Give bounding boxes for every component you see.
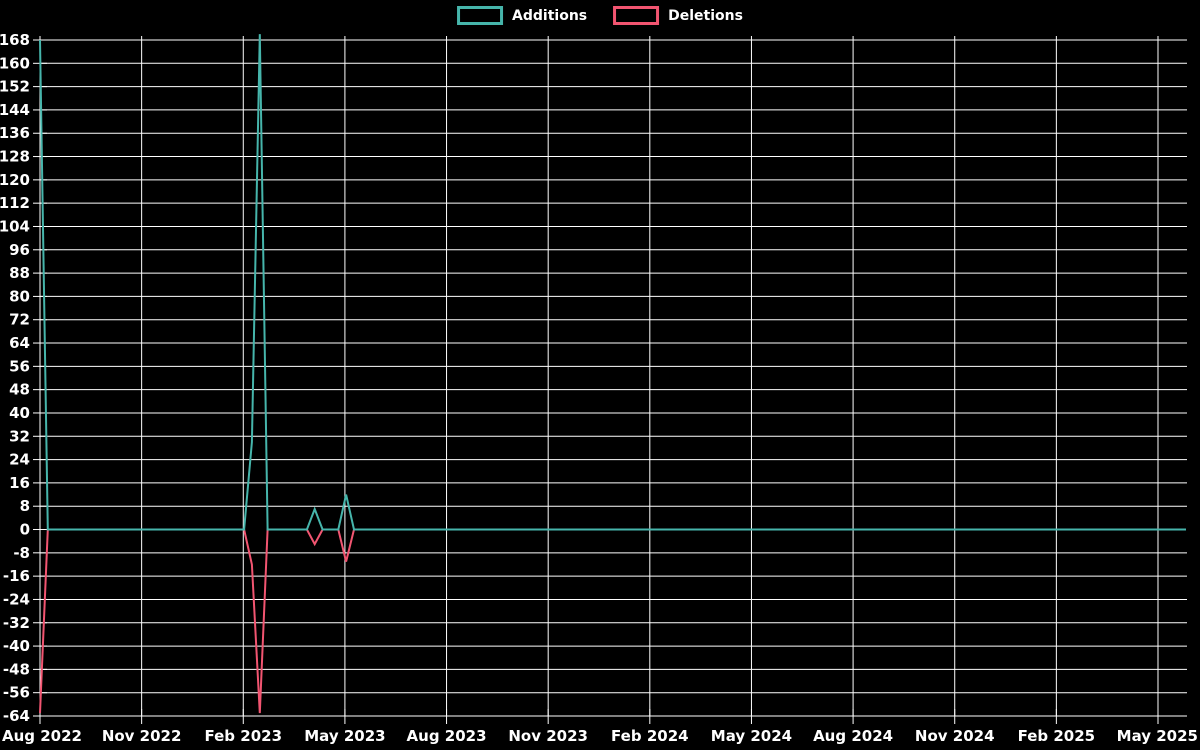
x-tick-label: Nov 2024: [915, 727, 995, 745]
y-tick-label: 152: [0, 78, 30, 96]
y-tick-label: 72: [9, 311, 30, 329]
x-tick-label: May 2023: [304, 727, 385, 745]
deletions-swatch: [613, 6, 660, 25]
y-tick-label: 96: [9, 241, 30, 259]
x-tick-label: Feb 2023: [205, 727, 283, 745]
y-tick-label: 40: [9, 404, 30, 422]
y-tick-label: 136: [0, 124, 30, 142]
y-tick-label: 0: [20, 521, 30, 539]
x-tick-label: Aug 2023: [407, 727, 487, 745]
legend-item-additions: Additions: [457, 6, 587, 25]
y-tick-label: -8: [13, 544, 30, 562]
x-tick-label: Nov 2022: [102, 727, 182, 745]
y-tick-label: 88: [9, 264, 30, 282]
x-tick-label: May 2024: [711, 727, 792, 745]
additions-legend-label: Additions: [512, 7, 588, 24]
x-tick-label: May 2025: [1117, 727, 1198, 745]
y-tick-label: 24: [9, 451, 30, 469]
y-tick-label: 104: [0, 217, 30, 235]
x-tick-label: Aug 2024: [813, 727, 893, 745]
additions-swatch: [457, 6, 504, 25]
x-tick-label: Feb 2024: [611, 727, 689, 745]
y-tick-label: -48: [3, 660, 30, 678]
y-tick-label: 8: [20, 497, 30, 515]
y-tick-label: 120: [0, 171, 30, 189]
additions-line: [39, 34, 1186, 531]
x-tick-label: Aug 2022: [2, 727, 82, 745]
y-tick-label: -16: [3, 567, 30, 585]
legend-item-deletions: Deletions: [613, 6, 743, 25]
y-tick-label: 48: [9, 381, 30, 399]
y-tick-label: -64: [3, 707, 30, 725]
chart-legend: Additions Deletions: [457, 6, 743, 25]
y-tick-label: -24: [3, 590, 30, 608]
y-tick-label: 80: [9, 287, 30, 305]
y-tick-label: 160: [0, 54, 30, 72]
y-tick-label: 112: [0, 194, 30, 212]
y-tick-label: 32: [9, 427, 30, 445]
x-tick-label: Feb 2025: [1018, 727, 1096, 745]
y-tick-label: -40: [3, 637, 30, 655]
deletions-line: [39, 528, 1186, 714]
y-tick-label: -56: [3, 684, 30, 702]
deletions-legend-label: Deletions: [668, 7, 743, 24]
y-tick-label: 56: [9, 357, 30, 375]
x-tick-label: Nov 2023: [508, 727, 588, 745]
y-tick-label: 168: [0, 31, 30, 49]
y-tick-label: 144: [0, 101, 30, 119]
y-tick-label: 128: [0, 148, 30, 166]
y-tick-label: 16: [9, 474, 30, 492]
y-tick-label: 64: [9, 334, 30, 352]
y-tick-label: -32: [3, 614, 30, 632]
